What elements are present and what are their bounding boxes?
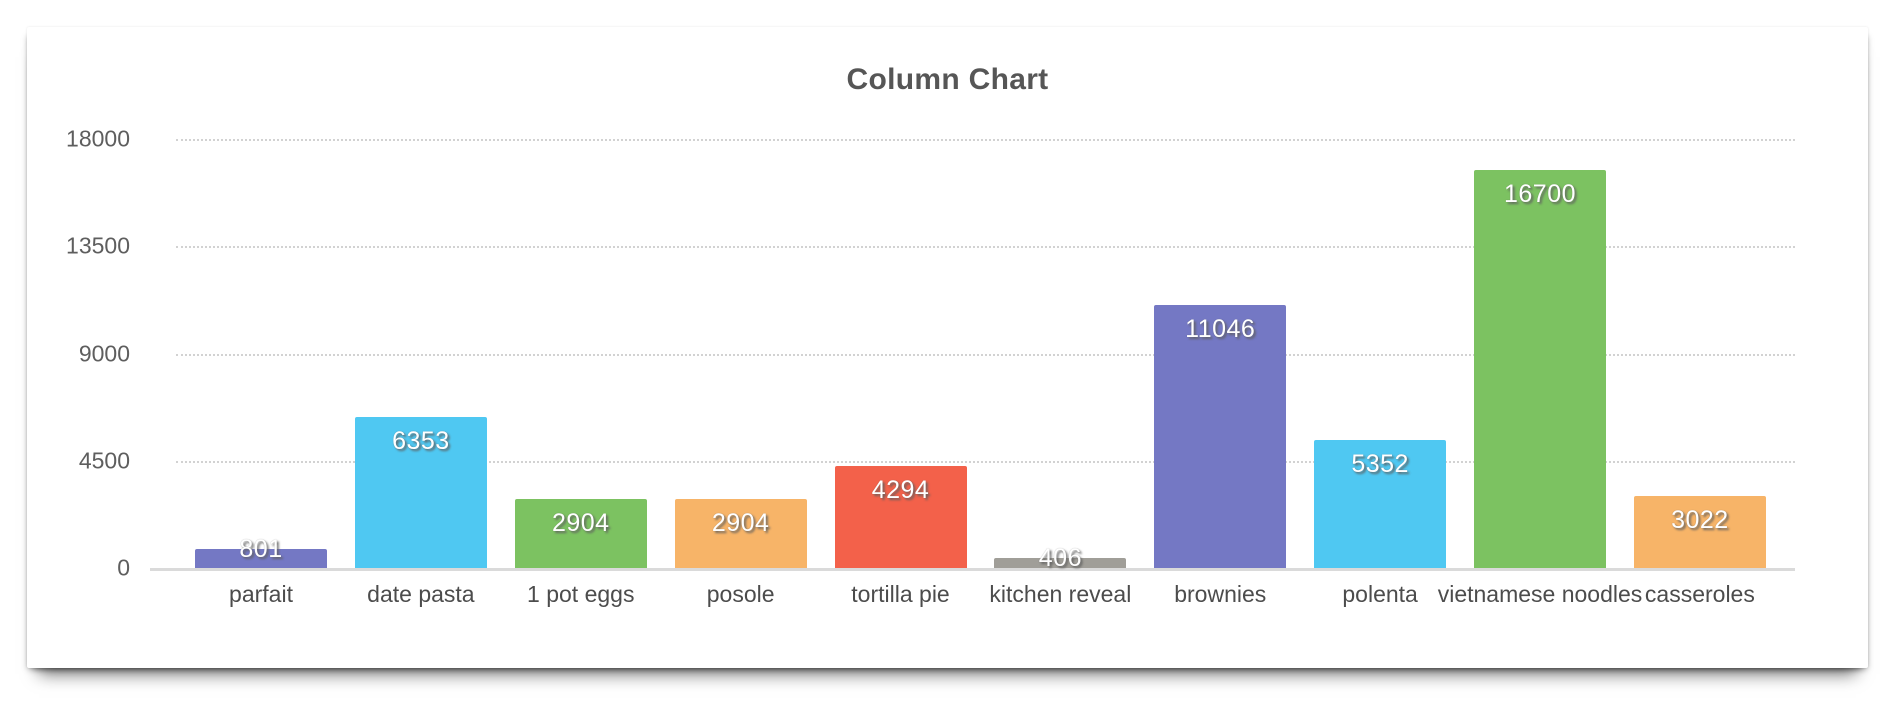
y-tick-label: 18000 (66, 125, 130, 152)
bar-value-label: 16700 (1503, 180, 1577, 208)
category-label: kitchen reveal (989, 581, 1132, 607)
bar-value-label: 3022 (1671, 506, 1729, 534)
bar-value-label: 406 (1038, 544, 1082, 572)
bar-date-pasta: 6353 (354, 417, 487, 568)
bar-slot-parfait: 801 parfait (195, 139, 327, 607)
category-label: tortilla pie (851, 581, 950, 607)
category-label: posole (706, 581, 775, 607)
bar-slot-casseroles: 3022 casseroles (1633, 139, 1766, 607)
gridline-9000 (176, 353, 1795, 356)
category-label: vietnamese noodles (1437, 581, 1643, 607)
bar-slot-vietnamese-noodles: 16700 vietnamese noodles (1438, 139, 1642, 607)
gridline-4500 (176, 460, 1795, 463)
category-label: brownies (1174, 581, 1267, 607)
bar-value-label: 5352 (1351, 450, 1409, 478)
bar-posole: 2904 (674, 499, 807, 568)
bar-value-label: 2904 (711, 509, 770, 537)
x-axis-baseline (150, 568, 1795, 571)
category-label: polenta (1342, 581, 1418, 607)
bar-slot-kitchen-reveal: 406 kitchen reveal (989, 139, 1131, 607)
bar-slot-brownies: 11046 brownies (1154, 139, 1287, 607)
plot-area: 0 4500 9000 13500 18000 801 parfait 6353 date p… (66, 126, 1795, 607)
bar-kitchen-reveal: 406 (994, 544, 1127, 572)
bar-value-label: 11046 (1185, 315, 1256, 343)
bar-value-label: 4294 (871, 476, 930, 504)
y-tick-label: 4500 (78, 447, 130, 474)
bar-tortilla-pie: 4294 (834, 466, 967, 568)
category-label: date pasta (367, 581, 475, 607)
gridline-13500 (176, 246, 1795, 249)
bar-value-label: 6353 (392, 427, 450, 455)
bar-parfait: 801 (195, 535, 327, 568)
bars-container: 801 parfait 6353 date pasta 2904 1 pot eggs 29… (195, 139, 1766, 607)
bar-slot-posole: 2904 posole (674, 139, 807, 607)
chart-title: Column Chart (846, 63, 1049, 96)
bar-casseroles: 3022 (1633, 496, 1766, 568)
bar-brownies: 11046 (1154, 305, 1287, 568)
chart-card: Column Chart 0 4500 9000 13500 18000 801 parf… (27, 27, 1868, 668)
gridline-18000 (176, 139, 1795, 141)
y-tick-label: 9000 (78, 340, 130, 366)
bar-vietnamese-noodles: 16700 (1474, 170, 1606, 568)
y-tick-label: 0 (117, 554, 130, 581)
bar-slot-1-pot-eggs: 2904 1 pot eggs (514, 139, 647, 607)
category-label: 1 pot eggs (527, 581, 635, 607)
bar-slot-date-pasta: 6353 date pasta (354, 139, 487, 607)
category-label: casseroles (1644, 581, 1755, 607)
category-label: parfait (229, 581, 293, 607)
bar-slot-tortilla-pie: 4294 tortilla pie (834, 139, 967, 607)
bar-slot-polenta: 5352 polenta (1314, 139, 1447, 607)
bar-polenta: 5352 (1314, 440, 1447, 568)
bar-value-label: 2904 (551, 509, 610, 537)
bar-value-label: 801 (239, 535, 283, 563)
bar-1-pot-eggs: 2904 (514, 499, 647, 568)
y-tick-label: 13500 (66, 232, 130, 259)
